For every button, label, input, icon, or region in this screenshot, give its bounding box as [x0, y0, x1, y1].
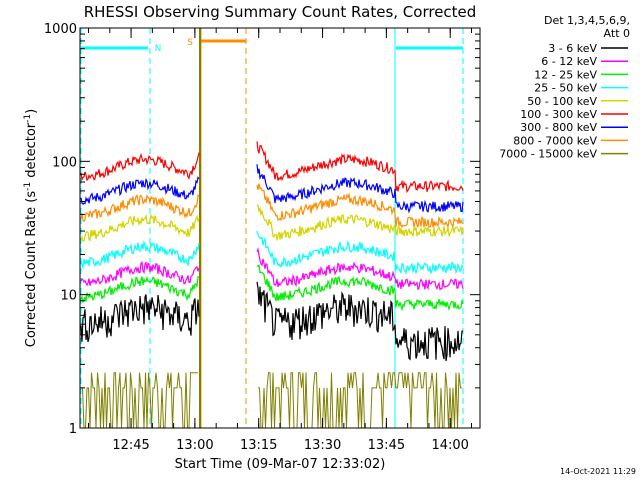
series-line — [256, 230, 464, 275]
series-line — [81, 372, 198, 429]
x-tick-label: 13:30 — [304, 438, 341, 453]
x-axis-label: Start Time (09-Mar-07 12:33:02) — [175, 457, 386, 472]
series-line — [80, 152, 200, 182]
y-axis-label: Corrected Count Rate (s-1 detector-1) — [23, 109, 39, 347]
series-line — [80, 213, 200, 242]
y-tick-label: 10 — [60, 289, 77, 304]
x-tick-label: 13:15 — [240, 438, 277, 453]
x-tick-label: 12:45 — [112, 438, 149, 453]
series-spike — [199, 28, 201, 428]
night-flag-label: N — [155, 44, 162, 54]
y-axis: 1 10 100 1000 — [44, 22, 480, 437]
series-line — [80, 261, 200, 287]
y-tick-label: 1 — [69, 422, 77, 437]
plot-frame — [79, 27, 481, 429]
chart-title: RHESSI Observing Summary Count Rates, Co… — [84, 3, 477, 21]
series-line — [80, 176, 200, 205]
saa-flag-label: S — [187, 38, 193, 48]
legend-label: 25 - 50 keV — [534, 82, 597, 95]
series-line — [80, 294, 200, 343]
plot-area: NS — [80, 28, 464, 429]
series-line — [256, 264, 464, 312]
series-line — [80, 240, 200, 270]
x-tick-label: 14:00 — [431, 438, 468, 453]
footer-date: 14-Oct-2021 11:29 — [560, 467, 636, 476]
series-line — [80, 193, 200, 223]
series-line — [256, 247, 464, 291]
legend-label: 3 - 6 keV — [548, 42, 597, 55]
legend-label: 100 - 300 keV — [520, 108, 597, 121]
series-line — [256, 281, 464, 362]
legend-label: 300 - 800 keV — [520, 121, 597, 134]
legend-label: 12 - 25 keV — [534, 68, 597, 81]
y-tick-label: 100 — [52, 155, 77, 170]
y-tick-label: 1000 — [44, 22, 77, 37]
x-tick-label: 13:45 — [368, 438, 405, 453]
x-axis: 12:45 13:00 13:15 13:30 13:45 14:00 — [88, 28, 472, 453]
series-line — [256, 164, 464, 214]
legend-label: 50 - 100 keV — [527, 95, 597, 108]
x-tick-label: 13:00 — [176, 438, 213, 453]
legend-header-1: Det 1,3,4,5,6,9, — [544, 14, 630, 27]
series-line — [258, 372, 462, 429]
series-line — [256, 204, 464, 241]
series-line — [256, 183, 464, 230]
legend-label: 800 - 7000 keV — [513, 134, 597, 147]
legend-label: 6 - 12 keV — [541, 55, 597, 68]
series-line — [256, 141, 464, 194]
series-line — [80, 275, 200, 304]
legend-label: 7000 - 15000 keV — [499, 148, 597, 161]
legend-header-2: Att 0 — [604, 27, 630, 40]
